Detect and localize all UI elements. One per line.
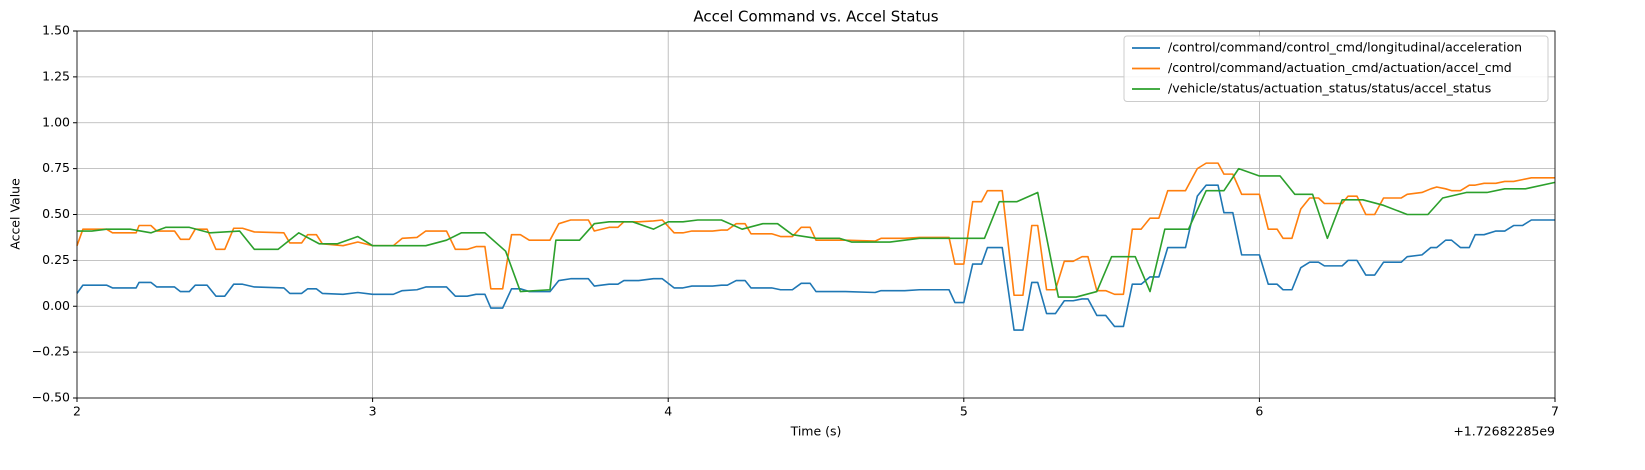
x-offset-label: +1.72682285e9 <box>1453 424 1555 439</box>
x-tick-label: 4 <box>664 404 672 419</box>
plot-frame <box>76 30 1556 399</box>
x-tick-label: 3 <box>369 404 377 419</box>
legend-box <box>1123 35 1549 102</box>
x-axis-label: Time (s) <box>790 424 842 439</box>
y-tick-label: 1.00 <box>42 114 70 129</box>
y-tick-label: −0.25 <box>32 344 70 359</box>
series-line <box>77 167 1556 298</box>
legend-label: /vehicle/status/actuation_status/status/… <box>1168 81 1491 96</box>
x-tick-label: 5 <box>960 404 968 419</box>
y-tick-label: 1.50 <box>42 23 70 38</box>
y-tick-label: −0.50 <box>32 390 70 405</box>
series-line <box>76 184 1555 331</box>
chart-title: Accel Command vs. Accel Status <box>693 8 938 26</box>
legend-label: /control/command/actuation_cmd/actuation… <box>1168 60 1512 75</box>
x-tick-label: 2 <box>73 404 81 419</box>
x-tick-label: 7 <box>1551 404 1559 419</box>
series-line <box>76 162 1555 297</box>
y-tick-label: 0.00 <box>42 298 70 313</box>
y-tick-label: 0.25 <box>42 252 70 267</box>
y-axis-label: Accel Value <box>8 178 23 250</box>
legend-label: /control/command/control_cmd/longitudina… <box>1168 40 1522 55</box>
y-tick-label: 1.25 <box>42 68 70 83</box>
y-tick-label: 0.75 <box>42 160 70 175</box>
x-tick-label: 6 <box>1255 404 1263 419</box>
y-tick-label: 0.50 <box>42 206 70 221</box>
